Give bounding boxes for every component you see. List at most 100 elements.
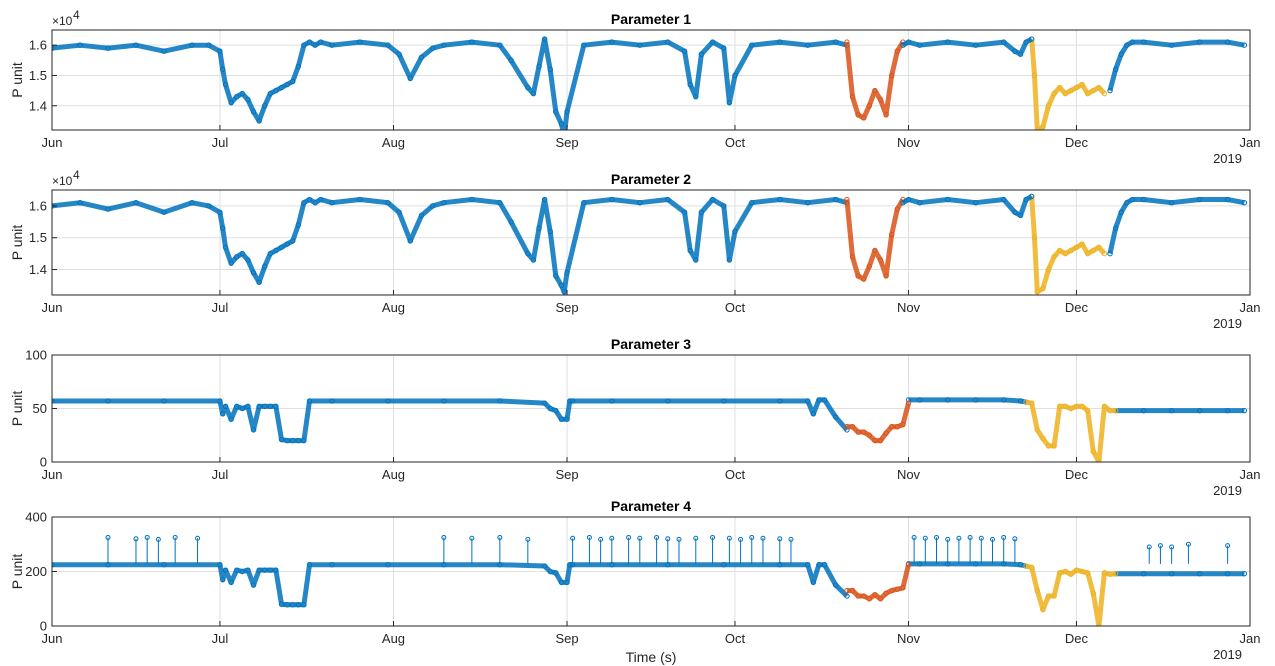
data-point [407,75,413,82]
x-tick-label: Dec [1065,300,1089,315]
data-point [508,219,514,225]
data-point [1028,36,1035,42]
data-point [1124,42,1130,48]
data-point [1073,567,1080,573]
data-point [273,567,279,573]
data-point [581,200,587,206]
data-point [239,90,246,97]
data-point [222,403,229,410]
data-point [1224,196,1231,203]
series-line-normal [901,194,1033,218]
data-point [721,561,727,568]
spike-point [978,535,984,541]
data-point [1034,587,1040,594]
series-line-normal [1107,197,1245,255]
spike-point [586,534,592,540]
data-point [284,437,290,444]
data-point [161,561,167,568]
data-point [105,398,111,404]
data-point [861,593,867,599]
spike-point [469,535,475,541]
data-point [1073,84,1080,91]
data-point [357,196,363,203]
series-line-normal [908,397,1027,405]
data-point [530,257,537,263]
spike-point [1001,534,1007,540]
data-point [290,238,296,244]
data-point [301,200,307,206]
data-point [721,45,727,51]
data-point [889,72,895,79]
data-point [855,273,861,279]
data-point [329,398,335,404]
data-point [222,567,229,573]
y-tick-label: 1.4 [29,98,47,113]
data-point [855,429,861,435]
data-point [220,66,226,73]
data-point [318,39,324,45]
panel-1: Jun Jul Aug Sep Oct Nov Dec Jan 1.4 1.5 1.6 Paramet… [9,8,1260,166]
data-point [726,100,733,106]
year-label: 2019 [1213,483,1242,498]
data-point [245,96,251,103]
data-point [564,416,570,422]
y-tick-label: 1.5 [29,68,47,83]
data-point [883,590,889,596]
data-point [239,568,246,575]
series-line-normal [908,561,1027,569]
data-point [278,244,285,250]
data-point [239,250,246,257]
data-point [220,576,226,583]
spike-point [155,536,161,542]
data-point [530,90,537,97]
data-point [318,196,324,203]
data-point [105,206,111,212]
x-tick-label: Dec [1065,467,1089,482]
x-tick-label: Jun [42,631,63,646]
data-point [547,405,553,412]
data-point [290,437,296,444]
data-point [1073,244,1080,250]
data-point [609,39,615,45]
data-point [905,196,912,203]
y-axis-label: P unit [9,225,25,261]
data-point [329,42,335,48]
data-point [1090,590,1096,596]
data-point [849,254,856,260]
data-point [267,567,274,573]
data-point [1140,570,1147,577]
series-line-normal [901,36,1033,57]
data-point [217,48,223,54]
data-point [267,250,274,257]
data-point [805,561,811,568]
series-line-fault_a [846,402,911,444]
data-point [1079,568,1085,575]
data-point [256,118,262,124]
data-point [1040,285,1046,292]
data-point [1040,435,1046,442]
data-point [1062,250,1068,257]
y-exponent-label: ×10 [52,174,73,188]
data-point [1017,212,1024,219]
data-point [497,42,503,48]
data-point [306,39,313,45]
data-point [665,398,671,404]
spike-point [665,536,671,542]
panel-3: Jun Jul Aug Sep Oct Nov Dec Jan 0 50 100 Parameter … [9,336,1260,498]
spike-point [172,534,178,540]
data-point [1056,247,1063,254]
axes-box [51,29,1251,131]
data-point [894,48,901,54]
data-point [900,585,906,591]
x-tick-label: Jan [1240,300,1261,315]
spike-point [497,534,503,540]
data-point [1107,250,1113,257]
data-point [541,196,548,203]
spike-point [760,535,766,541]
data-point [1028,193,1035,200]
spike-point [654,534,660,540]
data-point [1084,570,1091,576]
spike-point [934,534,940,540]
data-point [1118,209,1124,215]
spike-point [911,534,917,540]
